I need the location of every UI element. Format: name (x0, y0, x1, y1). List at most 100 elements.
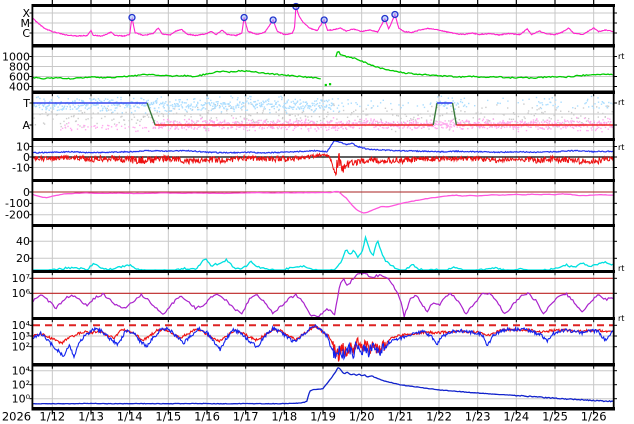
phi-angle-scatter-dot (116, 96, 119, 99)
phi-angle-scatter-dot (543, 128, 545, 130)
phi-angle-scatter-dot (414, 127, 416, 129)
phi-angle-scatter-dot (97, 98, 100, 100)
phi-angle-scatter-dot (555, 125, 558, 128)
phi-angle-scatter-dot (226, 122, 228, 124)
phi-angle-scatter-dot (177, 128, 180, 130)
phi-angle-scatter-dot (200, 104, 203, 106)
phi-angle-scatter-dot (611, 126, 613, 129)
phi-angle-scatter-dot (169, 110, 171, 112)
phi-angle-scatter-dot (189, 108, 192, 110)
flare-marker-circle (320, 16, 328, 24)
panel-wind (33, 47, 613, 91)
phi-angle-scatter-dot (384, 107, 387, 109)
y-axis-label: 10² (12, 379, 30, 392)
x-axis-date-label: 1/13 (78, 410, 104, 424)
phi-angle-scatter-dot (415, 123, 418, 125)
phi-angle-scatter-dot (249, 126, 251, 128)
phi-angle-scatter-dot (400, 121, 403, 123)
phi-angle-scatter-dot (152, 121, 154, 124)
phi-angle-scatter-dot (475, 112, 477, 114)
phi-angle-scatter-dot (287, 122, 290, 124)
phi-angle-scatter-dot (330, 108, 332, 110)
phi-angle-scatter-dot (271, 125, 273, 128)
phi-angle-scatter-dot (209, 119, 211, 121)
phi-angle-scatter-dot (283, 122, 285, 124)
phi-angle-scatter-dot (409, 122, 411, 124)
phi-angle-scatter-dot (334, 129, 337, 131)
phi-angle-scatter-dot (449, 123, 451, 125)
phi-angle-scatter-dot (118, 121, 120, 124)
phi-angle-scatter-dot (217, 101, 219, 103)
phi-angle-scatter-dot (175, 105, 177, 107)
phi-angle-scatter-dot (551, 122, 553, 125)
phi-angle-scatter-dot (218, 105, 221, 107)
phi-angle-scatter-dot (572, 126, 574, 128)
phi-angle-scatter-dot (604, 126, 607, 129)
phi-angle-scatter-dot (248, 129, 251, 131)
phi-angle-scatter-dot (311, 120, 313, 122)
phi-angle-scatter-dot (585, 120, 588, 122)
phi-angle-scatter-dot (554, 103, 556, 105)
phi-angle-scatter-dot (512, 112, 515, 114)
phi-angle-scatter-dot (75, 108, 78, 110)
phi-angle-scatter-dot (430, 123, 433, 125)
phi-angle-scatter-dot (232, 117, 234, 119)
phi-angle-scatter-dot (345, 127, 347, 129)
phi-angle-scatter-dot (152, 127, 154, 129)
phi-angle-scatter-dot (554, 122, 556, 124)
phi-angle-scatter-dot (579, 120, 581, 123)
phi-angle-scatter-dot (376, 120, 378, 123)
phi-angle-scatter-dot (210, 121, 212, 123)
phi-angle-scatter-dot (260, 104, 263, 106)
phi-angle-scatter-dot (310, 125, 312, 127)
phi-angle-scatter-dot (153, 107, 156, 110)
trace-wind-speed-b (335, 50, 613, 80)
phi-angle-scatter-dot (155, 102, 158, 104)
phi-angle-scatter-dot (314, 128, 316, 130)
phi-angle-scatter-dot (553, 114, 555, 117)
phi-angle-scatter-dot (423, 126, 425, 128)
y-axis-label: 10² (12, 341, 30, 354)
phi-angle-scatter-dot (106, 107, 108, 110)
phi-angle-scatter-dot (308, 107, 311, 110)
phi-angle-scatter-dot (296, 101, 299, 103)
phi-angle-scatter-dot (307, 116, 309, 118)
phi-angle-scatter-dot (60, 125, 62, 128)
phi-angle-scatter-dot (403, 126, 405, 128)
phi-angle-scatter-dot (188, 122, 190, 124)
phi-angle-scatter-dot (524, 121, 526, 123)
phi-angle-scatter-dot (430, 119, 432, 121)
phi-angle-scatter-dot (295, 108, 298, 110)
phi-angle-scatter-dot (328, 123, 331, 125)
phi-angle-scatter-dot (416, 127, 418, 129)
phi-angle-scatter-dot (440, 121, 442, 123)
flare-marker-circle (240, 13, 248, 22)
phi-angle-scatter-dot (160, 123, 163, 125)
phi-angle-scatter-dot (539, 102, 541, 104)
phi-angle-scatter-dot (167, 119, 170, 122)
phi-angle-scatter-dot (533, 121, 536, 123)
phi-angle-scatter-dot (495, 127, 498, 129)
phi-angle-scatter-dot (262, 122, 264, 124)
phi-angle-scatter-dot (574, 107, 576, 110)
panel-separator-bar (31, 363, 615, 367)
phi-angle-scatter-dot (603, 123, 605, 125)
y-axis-label: T (22, 97, 30, 110)
phi-angle-scatter-dot (390, 102, 392, 105)
phi-angle-scatter-dot (209, 103, 211, 105)
phi-angle-scatter-dot (461, 120, 464, 122)
phi-angle-scatter-dot (61, 127, 64, 129)
phi-angle-scatter-dot (61, 109, 63, 111)
phi-angle-scatter-dot (552, 104, 554, 107)
phi-angle-scatter-dot (129, 105, 132, 107)
phi-angle-scatter-dot (127, 104, 129, 106)
phi-angle-scatter-dot (596, 122, 598, 124)
phi-angle-scatter-dot (69, 105, 71, 107)
phi-angle-scatter-dot (77, 117, 79, 120)
phi-angle-scatter-dot (359, 122, 362, 124)
phi-angle-scatter-dot (212, 108, 214, 110)
x-axis-date-label: 1/12 (39, 410, 65, 424)
phi-angle-scatter-dot (502, 125, 504, 128)
phi-angle-scatter-dot (124, 107, 126, 109)
phi-angle-scatter-dot (273, 122, 275, 124)
